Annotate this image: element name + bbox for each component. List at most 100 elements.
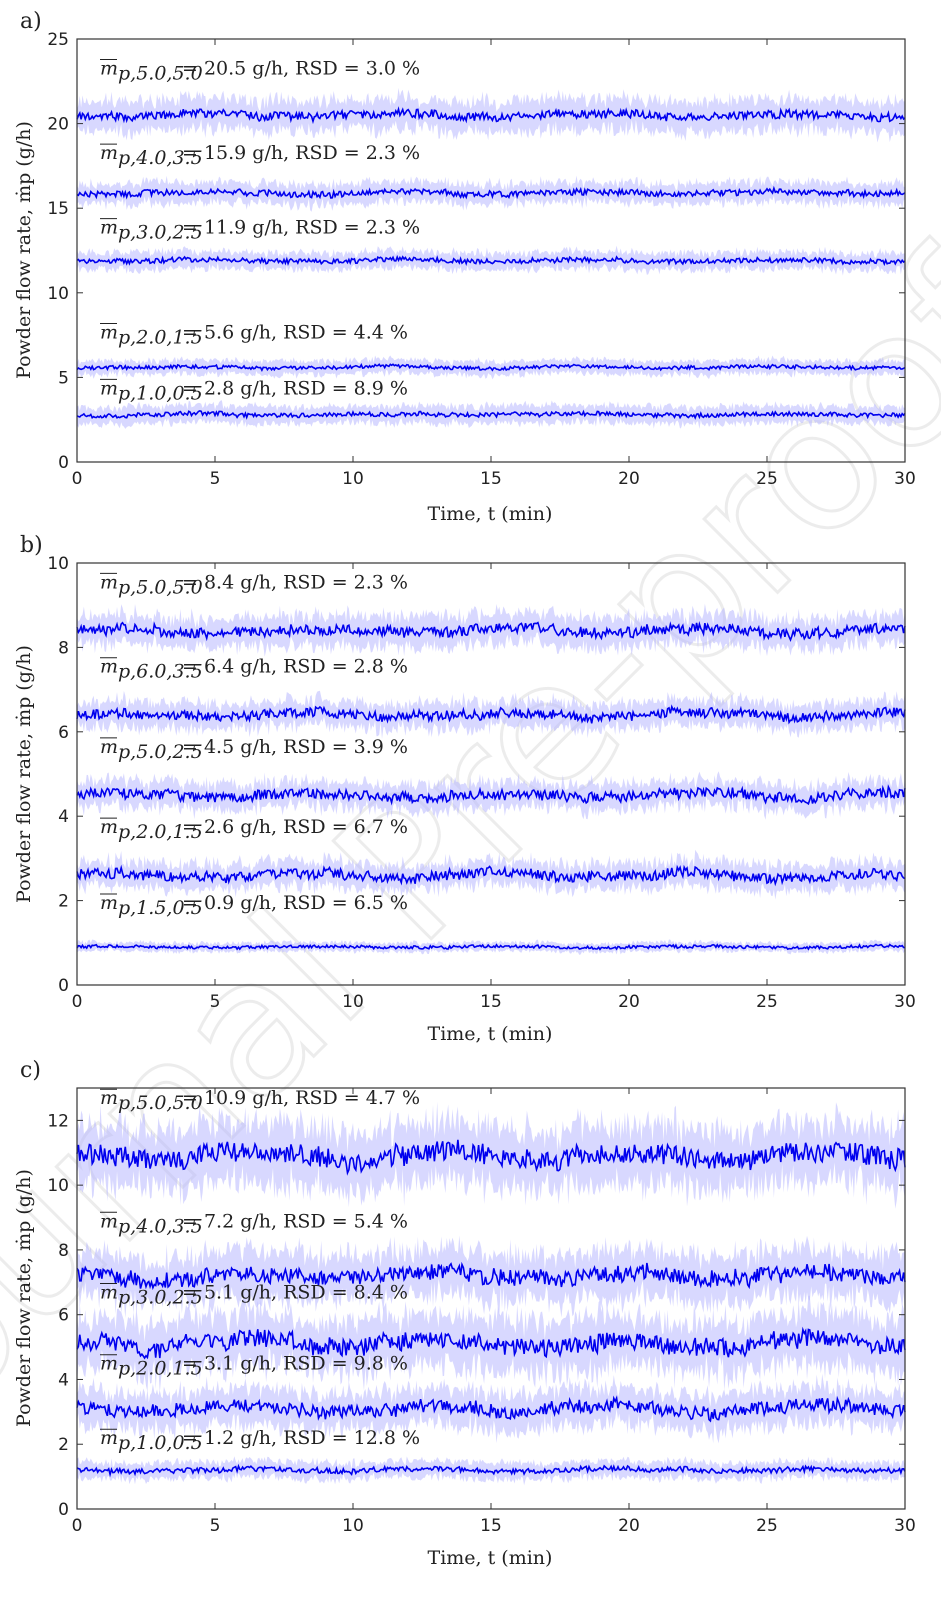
series-line [76,106,906,125]
panel-1: a)m p,5.0,5.0= 20.5 g/h, RSD = 3.0 %m p,4.… [13,9,916,525]
series-annotation: m p,5.0,5.0= 20.5 g/h, RSD = 3.0 % [100,58,420,85]
y-axis-label: Powder flow rate, ṁp (g/h) [13,121,35,379]
y-tick-label: 20 [47,115,69,135]
mean-symbol: m [100,321,118,343]
series-line [76,1261,906,1291]
y-tick-label: 10 [47,284,69,304]
y-tick-label: 0 [58,976,69,996]
series-label: = 6.4 g/h, RSD = 2.8 % [182,656,408,678]
x-tick-label: 0 [72,1516,83,1536]
series-label: = 2.6 g/h, RSD = 6.7 % [182,816,408,838]
x-tick-label: 25 [756,1516,778,1536]
x-axis-label: Time, t (min) [428,503,553,525]
series-annotation: m p,4.0,3.5= 15.9 g/h, RSD = 2.3 % [100,142,420,169]
y-tick-label: 2 [58,1435,69,1455]
series-label: = 10.9 g/h, RSD = 4.7 % [182,1087,420,1109]
x-tick-label: 20 [618,1516,640,1536]
mean-symbol: m [100,571,118,593]
x-tick-label: 0 [72,469,83,489]
y-tick-label: 0 [58,1500,69,1520]
series-band [77,245,905,276]
series-line [76,254,906,267]
series-line [76,1395,906,1423]
mean-symbol: m [100,1353,118,1375]
series-line [76,185,906,200]
series-subscript: p,5.0,5.0 [118,576,203,598]
series-label: = 8.4 g/h, RSD = 2.3 % [182,571,408,593]
series-annotation: m p,6.0,3.5= 6.4 g/h, RSD = 2.8 % [100,656,408,683]
series-line [76,362,906,372]
series-label: = 3.1 g/h, RSD = 9.8 % [182,1353,408,1375]
x-tick-label: 5 [210,992,221,1012]
x-tick-label: 20 [618,992,640,1012]
x-tick-label: 30 [894,992,916,1012]
series-label: = 2.8 g/h, RSD = 8.9 % [182,377,408,399]
series-band [77,1235,905,1318]
series-subscript: p,1.5,0.5 [118,897,203,919]
panel-label: a) [20,9,42,34]
y-tick-label: 0 [58,453,69,473]
mean-symbol: m [100,58,118,80]
y-axis-label: Powder flow rate, ṁp (g/h) [13,645,35,903]
series-subscript: p,4.0,3.5 [118,147,203,169]
series-subscript: p,6.0,3.5 [118,661,203,683]
series-annotation: m p,1.0,0.5= 1.2 g/h, RSD = 12.8 % [100,1427,420,1454]
series-band [77,690,905,739]
series-annotation: m p,5.0,5.0= 10.9 g/h, RSD = 4.7 % [100,1087,420,1114]
y-tick-label: 6 [58,1306,69,1326]
mean-symbol: m [100,1210,118,1232]
mean-symbol: m [100,656,118,678]
y-tick-label: 8 [58,1241,69,1261]
x-axis-label: Time, t (min) [428,1023,553,1045]
series-subscript: p,3.0,2.5 [118,1287,203,1309]
series-annotation: m p,1.0,0.5= 2.8 g/h, RSD = 8.9 % [100,377,408,404]
series-annotation: m p,1.5,0.5= 0.9 g/h, RSD = 6.5 % [100,892,408,919]
mean-symbol: m [100,1087,118,1109]
panel-label: b) [20,533,43,558]
y-tick-label: 10 [47,1176,69,1196]
mean-symbol: m [100,217,118,239]
series-label: = 1.2 g/h, RSD = 12.8 % [182,1427,420,1449]
x-tick-label: 15 [480,992,502,1012]
series-line [76,704,906,725]
x-tick-label: 0 [72,992,83,1012]
series-line [76,943,906,951]
series-annotation: m p,2.0,1.5= 5.6 g/h, RSD = 4.4 % [100,321,408,348]
series-label: = 7.2 g/h, RSD = 5.4 % [182,1210,408,1232]
series-annotation: m p,3.0,2.5= 5.1 g/h, RSD = 8.4 % [100,1282,408,1309]
y-tick-label: 5 [58,368,69,388]
mean-symbol: m [100,736,118,758]
y-tick-label: 4 [58,807,69,827]
y-tick-label: 12 [47,1111,69,1131]
x-tick-label: 15 [480,1516,502,1536]
panel-3: c)m p,5.0,5.0= 10.9 g/h, RSD = 4.7 %m p,4.… [13,1058,916,1569]
panel-label: c) [20,1058,41,1083]
series-annotation: m p,5.0,5.0= 8.4 g/h, RSD = 2.3 % [100,571,408,598]
series-band [77,849,905,900]
series-band [77,1456,905,1486]
y-tick-label: 2 [58,892,69,912]
series-label: = 5.6 g/h, RSD = 4.4 % [182,321,408,343]
series-line [76,1326,906,1360]
series-line [76,1139,906,1176]
series-subscript: p,2.0,1.5 [118,1358,203,1380]
x-tick-label: 30 [894,469,916,489]
series-line [76,1463,906,1478]
series-band [77,771,905,820]
x-axis-label: Time, t (min) [428,1547,553,1569]
x-tick-label: 10 [342,469,364,489]
x-tick-label: 15 [480,469,502,489]
y-tick-label: 15 [47,199,69,219]
series-band [77,603,905,657]
x-tick-label: 10 [342,992,364,1012]
x-tick-label: 20 [618,469,640,489]
x-tick-label: 30 [894,1516,916,1536]
mean-symbol: m [100,142,118,164]
series-subscript: p,2.0,1.5 [118,326,203,348]
y-tick-label: 8 [58,638,69,658]
series-annotation: m p,2.0,1.5= 2.6 g/h, RSD = 6.7 % [100,816,408,843]
x-tick-label: 25 [756,992,778,1012]
series-line [76,409,906,420]
series-annotation: m p,5.0,2.5= 4.5 g/h, RSD = 3.9 % [100,736,408,763]
